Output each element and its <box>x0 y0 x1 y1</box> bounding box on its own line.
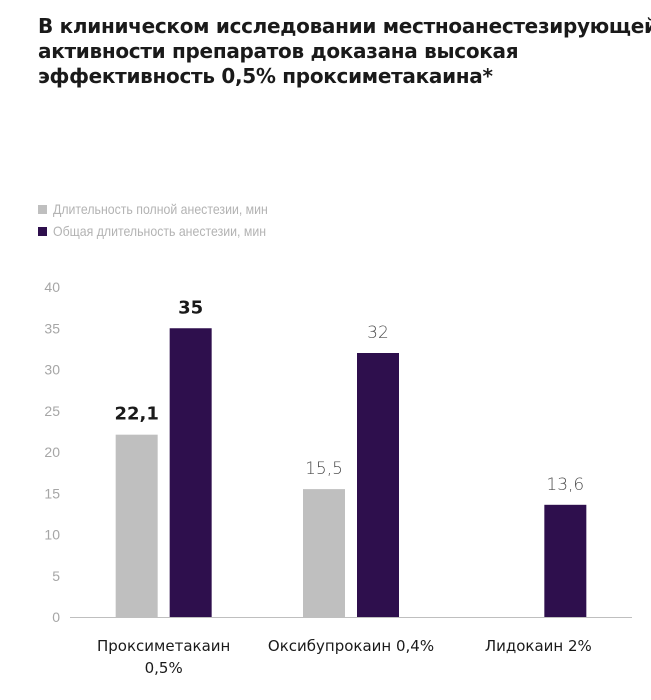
bar <box>357 353 399 617</box>
y-tick-label: 35 <box>44 320 60 336</box>
x-tick-label: 0,5% <box>145 659 183 677</box>
y-tick-label: 10 <box>44 527 60 543</box>
legend-item-total: Общая длительность анестезии, мин <box>38 220 297 242</box>
legend-swatch-gray <box>38 204 47 214</box>
bar <box>169 328 212 617</box>
y-tick-label: 20 <box>44 444 60 460</box>
data-label: 32 <box>367 323 389 343</box>
data-label: 35 <box>178 297 203 318</box>
title-line: активности препаратов доказана высокая <box>38 39 519 63</box>
y-tick-label: 15 <box>44 485 60 501</box>
x-tick-label: Оксибупрокаин 0,4% <box>268 637 434 655</box>
legend-item-full: Длительность полной анестезии, мин <box>38 198 297 220</box>
bar <box>544 504 587 617</box>
bar <box>303 489 345 617</box>
x-tick-label: Лидокаин 2% <box>485 637 592 655</box>
legend-label: Общая длительность анестезии, мин <box>53 223 267 239</box>
data-label: 22,1 <box>114 404 158 425</box>
y-tick-label: 25 <box>44 403 60 419</box>
bar <box>115 434 158 617</box>
legend: Длительность полной анестезии, мин Общая… <box>38 198 297 242</box>
data-label: 13,6 <box>546 475 584 495</box>
legend-label: Длительность полной анестезии, мин <box>53 201 268 217</box>
y-tick-label: 0 <box>52 609 60 625</box>
y-tick-label: 40 <box>44 279 60 295</box>
chart-title: В клиническом исследовании местноанестез… <box>38 14 651 89</box>
y-tick-label: 5 <box>52 568 60 584</box>
title-line: эффективность 0,5% проксиметакаина* <box>38 64 493 88</box>
title-line: В клиническом исследовании местноанестез… <box>38 14 651 38</box>
data-label: 15,5 <box>305 459 343 479</box>
x-tick-label: Проксиметакаин <box>97 637 230 655</box>
legend-swatch-purple <box>38 226 47 236</box>
y-tick-label: 30 <box>44 362 60 378</box>
